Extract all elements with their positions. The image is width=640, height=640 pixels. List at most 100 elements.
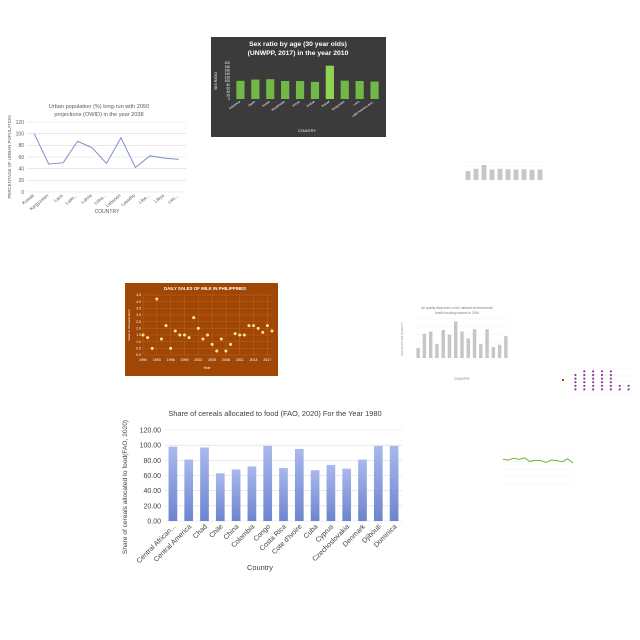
data-point bbox=[609, 377, 612, 380]
x-tick-label: Indonesia bbox=[228, 99, 241, 110]
y-tick-label: 160 bbox=[225, 68, 231, 72]
y-tick-label: 1.5 bbox=[136, 333, 141, 337]
y-tick-label: 2.5 bbox=[136, 320, 141, 324]
y-tick-label: 0 bbox=[228, 97, 230, 101]
data-point bbox=[583, 373, 586, 377]
x-tick-label: 2002 bbox=[194, 358, 202, 362]
bar bbox=[472, 329, 477, 358]
x-tick-label: Laos bbox=[353, 99, 361, 106]
data-point bbox=[247, 324, 251, 328]
y-tick-label: 0.0 bbox=[136, 353, 141, 357]
y-tick-label: 40 bbox=[226, 90, 230, 94]
bar bbox=[326, 464, 336, 521]
x-tick-label: 1999 bbox=[180, 358, 188, 362]
x-axis-label: COUNTRY bbox=[95, 209, 120, 215]
data-point bbox=[609, 370, 612, 373]
series-line bbox=[33, 133, 179, 169]
data-point bbox=[583, 381, 586, 384]
bar bbox=[231, 469, 241, 521]
bar bbox=[485, 329, 489, 358]
sex-ratio-chart: Sex ratio by age (30 year olds) (UNWPP, 2… bbox=[211, 37, 386, 137]
y-tick-label: 1.0 bbox=[136, 340, 141, 344]
dot-matrix-svg bbox=[562, 368, 633, 394]
bar bbox=[454, 321, 458, 358]
data-point bbox=[206, 333, 209, 337]
data-point bbox=[215, 349, 219, 353]
y-tick-label: 0.5 bbox=[136, 347, 141, 351]
data-point bbox=[270, 329, 274, 333]
bar bbox=[473, 168, 479, 180]
data-point bbox=[618, 384, 621, 387]
y-axis-label: SEX RATIO bbox=[214, 72, 218, 90]
bar bbox=[416, 347, 420, 358]
data-point bbox=[627, 388, 630, 391]
bar bbox=[428, 331, 433, 358]
y-tick-label: 80 bbox=[18, 143, 24, 149]
y-tick-label: 180 bbox=[225, 65, 231, 69]
bar bbox=[370, 81, 379, 99]
data-point bbox=[146, 336, 150, 340]
data-point bbox=[141, 333, 145, 337]
bar bbox=[168, 446, 178, 521]
data-point bbox=[159, 337, 163, 341]
bar bbox=[435, 343, 439, 358]
milk-sales-svg: DAILY SALES OF MILK IN PHILIPPINES 0.0 0.5… bbox=[127, 286, 274, 370]
x-tick-label: Latin... bbox=[64, 193, 78, 206]
data-point bbox=[233, 332, 237, 336]
sex-ratio-thumbnail-chart bbox=[450, 148, 550, 198]
x-tick-label: Kyrgyzstan bbox=[331, 99, 346, 111]
bar bbox=[491, 347, 496, 358]
bar bbox=[441, 329, 445, 358]
data-point bbox=[182, 333, 186, 337]
milk-sales-chart: DAILY SALES OF MILK IN PHILIPPINES 0.0 0.5… bbox=[125, 283, 278, 376]
sex-ratio-thumbnail-svg bbox=[464, 161, 544, 181]
data-point bbox=[169, 346, 173, 350]
data-point bbox=[196, 326, 200, 330]
bar bbox=[422, 333, 427, 358]
chart-title: DAILY SALES OF MILK IN PHILIPPINES bbox=[164, 286, 246, 291]
data-point bbox=[192, 316, 196, 320]
y-tick-label: 2.0 bbox=[136, 327, 141, 331]
bar bbox=[281, 81, 290, 99]
y-tick-label: 60.00 bbox=[143, 473, 161, 480]
y-tick-label: 120 bbox=[16, 120, 25, 126]
y-axis-label: VALUE OF AIR QUALITY bbox=[400, 322, 404, 356]
bar bbox=[505, 169, 511, 180]
cereals-share-chart: Share of cereals allocated to food (FAO,… bbox=[117, 403, 407, 583]
bar bbox=[465, 171, 471, 180]
bar bbox=[340, 80, 349, 99]
x-tick-label: Lesotho bbox=[120, 193, 136, 208]
data-point bbox=[187, 336, 191, 340]
bar bbox=[497, 168, 503, 180]
x-axis-label: COUNTRY bbox=[454, 377, 471, 381]
x-axis-label: Country bbox=[247, 563, 273, 572]
x-tick-label: Kuwait bbox=[321, 99, 331, 108]
data-point bbox=[242, 333, 246, 337]
data-point bbox=[210, 342, 214, 346]
y-tick-label: 120.00 bbox=[140, 428, 162, 435]
y-axis-label: PERCENTAGE OF URBAN POPULATION bbox=[7, 115, 12, 198]
data-point bbox=[201, 337, 205, 341]
bar bbox=[236, 80, 245, 99]
bar bbox=[310, 470, 320, 521]
y-tick-label: 40 bbox=[18, 166, 24, 172]
bar bbox=[247, 466, 257, 521]
bar bbox=[266, 79, 275, 99]
y-tick-label: 20 bbox=[18, 178, 24, 184]
y-tick-label: 20 bbox=[226, 94, 230, 98]
bar bbox=[481, 165, 487, 180]
bar bbox=[342, 468, 352, 521]
bar bbox=[466, 338, 470, 358]
bar bbox=[215, 473, 225, 521]
data-point bbox=[229, 342, 233, 346]
bar bbox=[497, 344, 502, 358]
y-tick-label: 4.5 bbox=[136, 293, 141, 297]
y-axis-label: Sales in thousand liters bbox=[127, 309, 131, 341]
data-point bbox=[583, 370, 586, 373]
x-tick-label: Laos bbox=[53, 192, 64, 203]
data-point bbox=[155, 297, 159, 301]
x-tick-label: Jordan bbox=[261, 99, 271, 108]
data-point bbox=[592, 381, 595, 384]
cereals-share-svg: Share of cereals allocated to food (FAO,… bbox=[122, 409, 402, 572]
bar bbox=[529, 169, 535, 180]
